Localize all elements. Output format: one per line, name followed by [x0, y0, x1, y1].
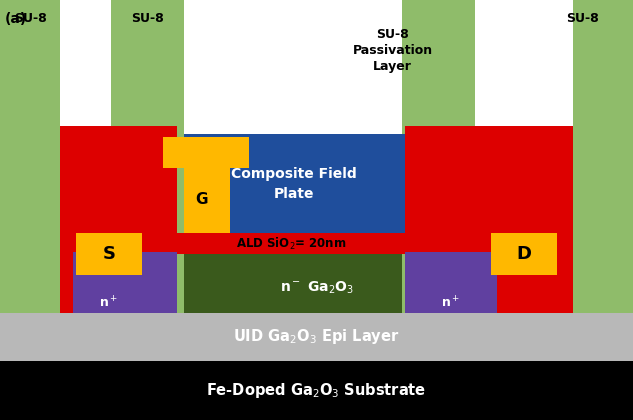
- Bar: [60, 126, 177, 254]
- Bar: [402, 0, 475, 313]
- Bar: [76, 233, 142, 275]
- Text: Fe-Doped Ga$_2$O$_3$ Substrate: Fe-Doped Ga$_2$O$_3$ Substrate: [206, 381, 427, 400]
- Text: S: S: [103, 245, 115, 263]
- Bar: [0, 0, 60, 313]
- Text: ALD SiO$_2$= 20nm: ALD SiO$_2$= 20nm: [236, 236, 346, 252]
- Text: D: D: [516, 245, 531, 263]
- Text: UID Ga$_2$O$_3$ Epi Layer: UID Ga$_2$O$_3$ Epi Layer: [233, 327, 400, 346]
- Bar: [573, 0, 633, 313]
- Text: SU-8: SU-8: [14, 13, 47, 25]
- Bar: [405, 252, 497, 313]
- Text: (a): (a): [5, 12, 27, 26]
- Text: SU-8: SU-8: [131, 13, 164, 25]
- Text: n$^+$: n$^+$: [99, 296, 118, 311]
- Text: Composite Field
Plate: Composite Field Plate: [232, 167, 357, 201]
- Bar: [0, 313, 633, 361]
- Bar: [491, 233, 557, 275]
- Bar: [60, 233, 573, 254]
- Bar: [163, 136, 249, 168]
- Text: SU-8: SU-8: [566, 13, 599, 25]
- Bar: [0, 248, 633, 313]
- Text: G: G: [195, 192, 208, 207]
- Bar: [0, 361, 633, 420]
- Bar: [73, 252, 177, 313]
- Bar: [184, 134, 405, 233]
- Bar: [111, 0, 184, 313]
- Bar: [405, 126, 573, 254]
- Text: n$^-$ Ga$_2$O$_3$: n$^-$ Ga$_2$O$_3$: [280, 279, 353, 296]
- Text: n$^+$: n$^+$: [441, 296, 460, 311]
- Bar: [475, 126, 573, 313]
- Text: SU-8
Passivation
Layer: SU-8 Passivation Layer: [353, 28, 432, 73]
- Bar: [60, 126, 111, 313]
- Bar: [184, 160, 230, 233]
